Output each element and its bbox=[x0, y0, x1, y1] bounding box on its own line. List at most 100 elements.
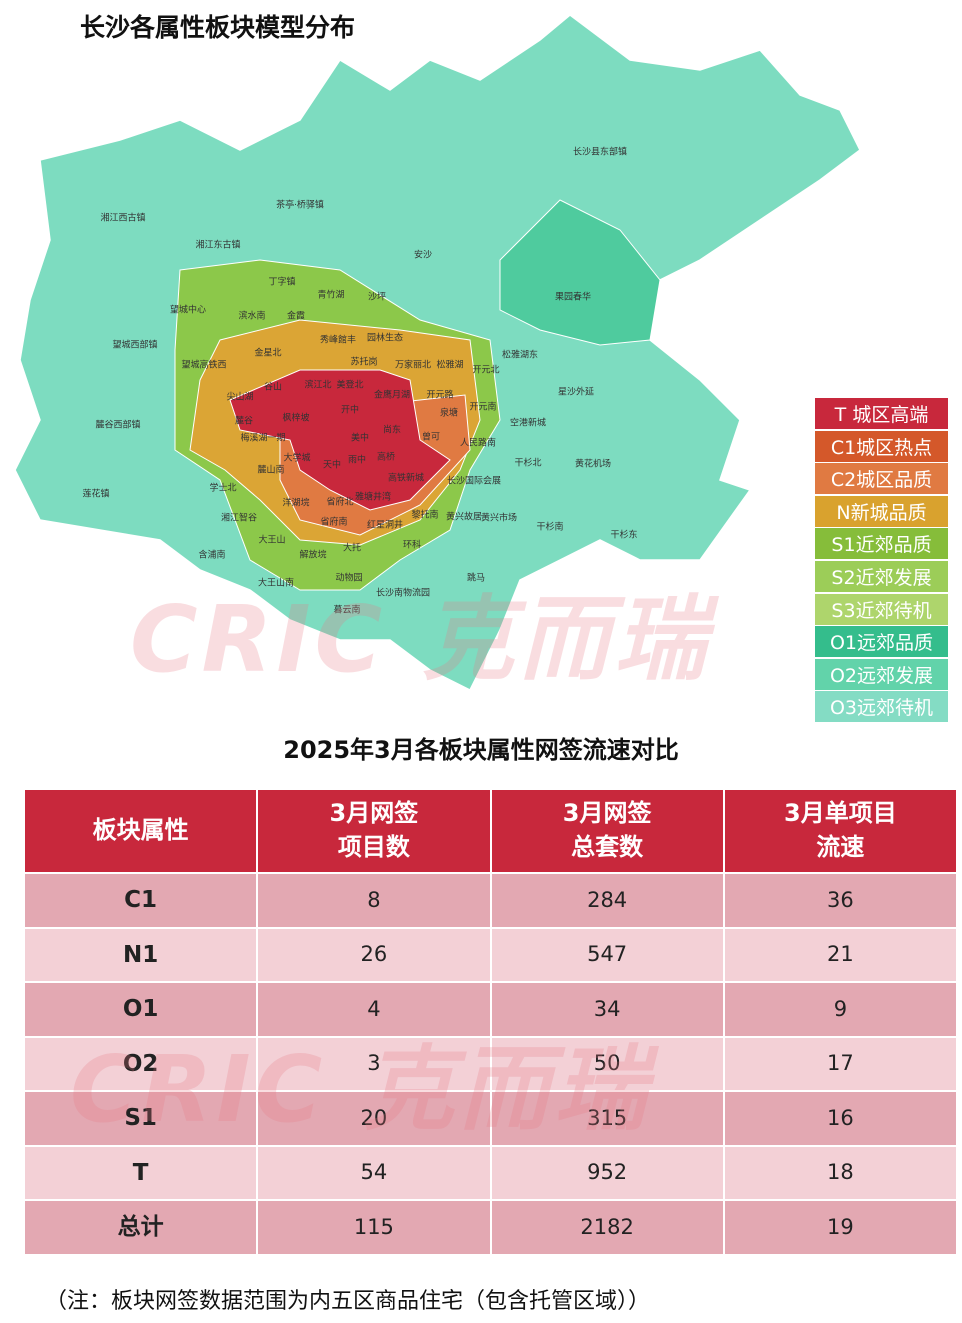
map-label: 果园春华 bbox=[555, 291, 591, 303]
table-cell: 17 bbox=[724, 1037, 958, 1092]
map-label: 青竹湖 bbox=[317, 289, 344, 301]
table-cell: 952 bbox=[491, 1146, 725, 1201]
map-label: 解放垸 bbox=[299, 549, 326, 561]
legend-item: S2近郊发展 bbox=[815, 560, 948, 592]
header-cell: 板块属性 bbox=[25, 790, 259, 874]
map-label: 望城中心 bbox=[170, 304, 206, 316]
map-label: 美中 bbox=[351, 432, 369, 444]
map-label: 金鹰月湖 bbox=[374, 389, 410, 401]
map-label: 大王山南 bbox=[258, 577, 294, 589]
map-label: 环科 bbox=[403, 539, 421, 551]
map-label: 空港新城 bbox=[510, 417, 546, 429]
table-cell: 54 bbox=[258, 1146, 492, 1201]
table-cell: 547 bbox=[491, 928, 725, 983]
map-label: 尖山湖 bbox=[226, 391, 253, 403]
map-label: 动物园 bbox=[335, 572, 362, 584]
map-label: 麓山南 bbox=[257, 464, 284, 476]
map-label: 干杉东 bbox=[610, 529, 637, 541]
map-label: 秀峰館丰 bbox=[320, 334, 356, 346]
table-cell: 3 bbox=[258, 1037, 492, 1092]
table-row: N1 26 547 21 bbox=[25, 928, 958, 983]
map-label: 丁字镇 bbox=[268, 276, 295, 288]
table-cell: 8 bbox=[258, 874, 492, 929]
map-label: 开元北 bbox=[472, 365, 499, 376]
table-row: C1 8 284 36 bbox=[25, 874, 958, 929]
map-label: 雅塘井湾 bbox=[355, 491, 391, 503]
map-label: 谷山 bbox=[264, 382, 282, 393]
map-label: 洋湖垸 bbox=[282, 497, 309, 509]
table-cell: 21 bbox=[724, 928, 958, 983]
legend-item: C2城区品质 bbox=[815, 463, 948, 495]
map-label: 星沙外延 bbox=[558, 386, 594, 398]
map-label: 尚东 bbox=[383, 424, 401, 436]
map-label: 干杉南 bbox=[536, 521, 563, 533]
map-label: 学士北 bbox=[209, 482, 236, 494]
table-cell: 50 bbox=[491, 1037, 725, 1092]
table-cell: O1 bbox=[25, 983, 259, 1038]
map-label: 黄花机场 bbox=[575, 458, 611, 470]
legend-item: S1近郊品质 bbox=[815, 528, 948, 560]
table-cell: 2182 bbox=[491, 1201, 725, 1256]
map-label: 大学城 bbox=[283, 452, 310, 464]
map-label: 松雅湖 bbox=[436, 359, 463, 371]
map-label: 黄兴市场 bbox=[481, 512, 517, 524]
legend-item: S3近郊待机 bbox=[815, 593, 948, 625]
map-label: 园林生态 bbox=[367, 332, 403, 344]
table-cell: 284 bbox=[491, 874, 725, 929]
map-label: 松雅湖东 bbox=[502, 349, 538, 361]
map-label: 湘江智谷 bbox=[221, 512, 257, 524]
map-label: 开元南 bbox=[469, 401, 496, 413]
map-label: 跳马 bbox=[467, 572, 485, 584]
map-label: 人民路南 bbox=[460, 437, 496, 449]
map-label: 天中 bbox=[323, 459, 341, 471]
legend-item: T 城区高端 bbox=[815, 398, 948, 429]
map-label: 大王山 bbox=[258, 534, 285, 546]
map-label: 长沙国际会展 bbox=[447, 475, 501, 487]
map-label: 苏托岗 bbox=[350, 356, 377, 368]
map-label: 茶亭·桥驿镇 bbox=[276, 199, 324, 211]
header-cell: 3月网签 项目数 bbox=[258, 790, 492, 874]
table-cell: 18 bbox=[724, 1146, 958, 1201]
map-label: 滨水南 bbox=[238, 310, 265, 322]
table-cell: 9 bbox=[724, 983, 958, 1038]
table-cell: 19 bbox=[724, 1201, 958, 1256]
table-cell: 16 bbox=[724, 1092, 958, 1147]
map-label: 黎托南 bbox=[411, 509, 438, 521]
map-label: 滨江北 bbox=[304, 379, 331, 391]
map-label: 长沙县东部镇 bbox=[573, 146, 627, 158]
map-label: 省府南 bbox=[320, 516, 347, 528]
table: 板块属性 3月网签 项目数 3月网签 总套数 3月单项目 流速 C1 8 284 36 N1 26… bbox=[25, 790, 958, 1256]
map-label: 黄兴故居 bbox=[446, 511, 482, 523]
header-cell: 3月单项目 流速 bbox=[724, 790, 958, 874]
map-label: 省府北 bbox=[326, 496, 353, 508]
table-cell: 总计 bbox=[25, 1201, 259, 1256]
map-label: 沙坪 bbox=[368, 292, 386, 303]
map-label: 望城西部镇 bbox=[112, 339, 157, 351]
map-label: 高桥 bbox=[377, 451, 395, 463]
table-cell: 20 bbox=[258, 1092, 492, 1147]
map-label: 枫梓坡 bbox=[282, 412, 309, 424]
map-label: 梅溪湖一期 bbox=[240, 432, 285, 444]
map-label: 金霞 bbox=[287, 310, 305, 322]
note: （注：板块网签数据范围为内五区商品住宅（包含托管区域）） bbox=[45, 1289, 651, 1314]
table-cell: 36 bbox=[724, 874, 958, 929]
table-row: O1 4 34 9 bbox=[25, 983, 958, 1038]
table-cell: C1 bbox=[25, 874, 259, 929]
table-cell: 26 bbox=[258, 928, 492, 983]
table-cell: 315 bbox=[491, 1092, 725, 1147]
map-label: 万家丽北 bbox=[395, 359, 431, 371]
map-label: 麓谷 bbox=[235, 415, 253, 427]
map-label: 高铁新城 bbox=[388, 472, 424, 484]
map-label: 望城高铁西 bbox=[181, 359, 226, 371]
map-label: 雨中 bbox=[348, 454, 366, 466]
header-row: 板块属性 3月网签 项目数 3月网签 总套数 3月单项目 流速 bbox=[25, 790, 958, 874]
legend-item: N新城品质 bbox=[815, 495, 948, 527]
header-cell: 3月网签 总套数 bbox=[491, 790, 725, 874]
map-label: 泉塘 bbox=[440, 407, 458, 419]
map-label: 湘江西古镇 bbox=[100, 212, 145, 224]
map-label: 暮云南 bbox=[333, 604, 360, 616]
table-row: 总计 115 2182 19 bbox=[25, 1201, 958, 1256]
map-label: 开元路 bbox=[426, 389, 453, 401]
table-row: T 54 952 18 bbox=[25, 1146, 958, 1201]
